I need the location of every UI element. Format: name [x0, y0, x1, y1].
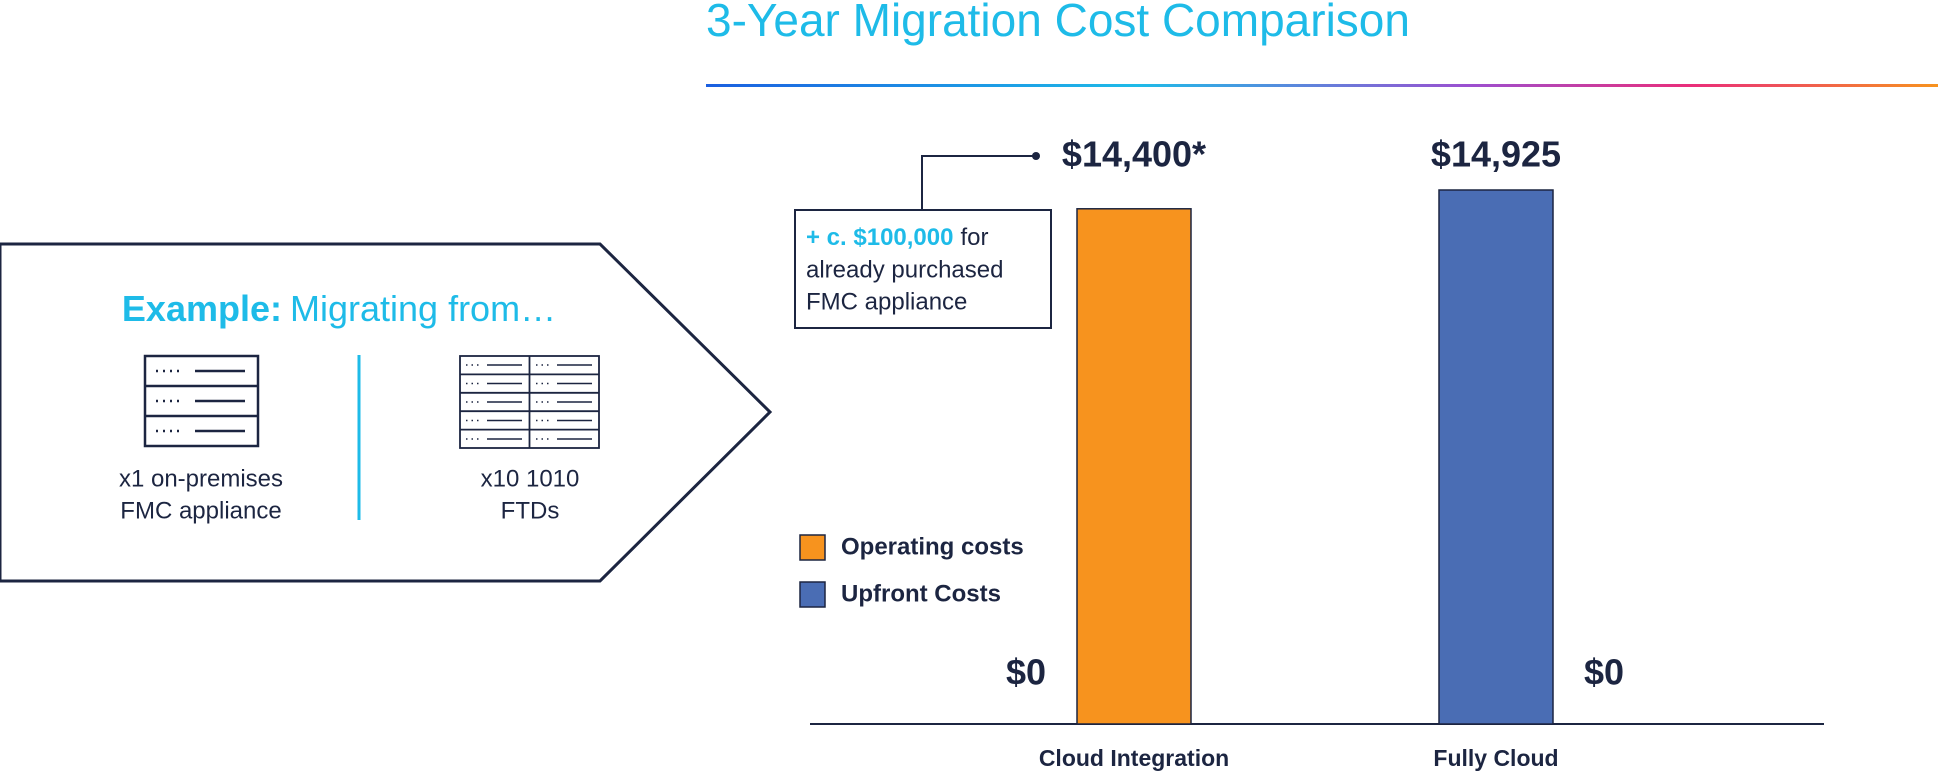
legend-label: Upfront Costs: [841, 580, 1001, 607]
legend-swatch: [799, 534, 826, 561]
item-text: x1 on-premises: [119, 465, 283, 492]
callout-leader: [921, 155, 1035, 210]
item-text: FMC appliance: [120, 497, 281, 524]
x-tick-label: Cloud Integration: [1039, 745, 1229, 771]
heading-text: Migrating from…: [290, 288, 556, 329]
value-label: $0: [1584, 652, 1624, 693]
chart-title: 3-Year Migration Cost Comparison: [706, 0, 1410, 46]
callout-line: already purchased: [806, 256, 1003, 283]
callout-dot: [1032, 152, 1040, 160]
value-label: $14,925: [1431, 134, 1561, 175]
item-text: FTDs: [501, 497, 560, 524]
value-label: $14,400*: [1062, 134, 1206, 175]
legend-label: Operating costs: [841, 533, 1024, 560]
example-heading: Example: Migrating from…: [122, 288, 556, 329]
item-text: x10 1010: [481, 465, 580, 492]
heading-label: Example:: [122, 288, 282, 329]
example-panel: [0, 242, 773, 583]
title-rule: [706, 84, 1938, 87]
server-icon: [143, 354, 260, 448]
firewall-icon: [459, 355, 600, 449]
x-tick-label: Fully Cloud: [1433, 745, 1558, 771]
callout-box: [794, 209, 1052, 329]
callout-line: for: [960, 224, 988, 251]
callout-line: FMC appliance: [806, 288, 967, 315]
callout-highlight: + c. $100,000: [806, 224, 953, 251]
bar: [1438, 189, 1554, 725]
bar: [1076, 208, 1192, 725]
legend-swatch: [799, 581, 826, 608]
callout-text: + c. $100,000 for: [806, 224, 988, 251]
value-label: $0: [1006, 652, 1046, 693]
